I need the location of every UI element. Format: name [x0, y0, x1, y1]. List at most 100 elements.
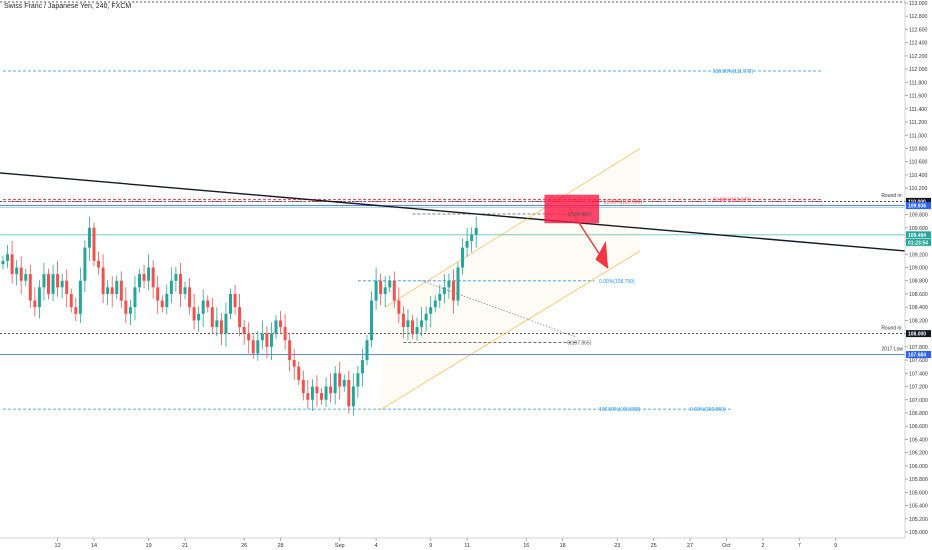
candle-bearish	[329, 373, 333, 403]
candle-body	[442, 287, 446, 294]
candle-body	[138, 274, 141, 288]
candle-bearish	[101, 254, 105, 304]
candle-bullish	[438, 284, 442, 308]
candle-body	[151, 267, 155, 288]
candle-body	[10, 254, 14, 275]
y-tick-label: 108.200	[909, 318, 928, 324]
candle-bullish	[42, 262, 46, 301]
y-tick-label: 110.200	[909, 186, 927, 192]
candle-bearish	[279, 311, 283, 335]
candle-body	[83, 247, 87, 281]
level-labels: 100.00%(111.972) 61.80%(110.029) 61.80%(10…	[567, 69, 903, 413]
candle-body	[142, 274, 146, 281]
y-tick-label: 108.400	[909, 305, 928, 311]
candle-body	[292, 360, 296, 367]
candle-body	[247, 333, 251, 341]
y-tick-label: 110.600	[909, 160, 927, 166]
candle-bearish	[306, 379, 310, 410]
x-tick-label: 12	[55, 543, 61, 549]
price-badge-bg	[906, 330, 931, 338]
candle-body	[388, 280, 392, 288]
candle-body	[301, 379, 305, 394]
candle-bullish	[474, 216, 478, 248]
candle-body	[133, 287, 137, 308]
candle-bullish	[269, 322, 273, 361]
candle-bearish	[192, 293, 196, 330]
price-badge-bg	[906, 197, 931, 205]
candle-bearish	[411, 315, 414, 339]
candle-bullish	[138, 268, 141, 293]
candle-body	[351, 386, 355, 407]
candle-bullish	[415, 317, 419, 341]
candle-body	[69, 293, 73, 308]
candle-bearish	[124, 287, 128, 324]
y-tick-label: 112.200	[909, 54, 927, 60]
candle-bullish	[37, 280, 41, 319]
candle-bullish	[174, 266, 178, 292]
y-tick-label: 106.200	[909, 451, 928, 457]
candle-body	[201, 300, 205, 314]
candle-bearish	[301, 370, 305, 401]
y-tick-label: 107.200	[909, 385, 928, 391]
x-tick-label: 18	[560, 543, 566, 549]
channel-lower-line	[380, 250, 641, 411]
y-tick-label: 111.000	[909, 133, 927, 139]
candle-bullish	[370, 291, 374, 348]
price-badge: 107.684	[906, 351, 931, 359]
candle-body	[288, 340, 292, 361]
candle-body	[360, 360, 364, 374]
candle-bullish	[51, 264, 55, 302]
candle-bearish	[206, 295, 210, 313]
candle-body	[74, 307, 78, 314]
y-tick-label: 111.400	[909, 107, 927, 113]
candle-body	[392, 280, 396, 301]
y-tick-label: 106.000	[909, 464, 928, 470]
candle-bearish	[315, 375, 319, 407]
fib-level-label: 61.80%(110.029)	[713, 197, 751, 203]
y-tick-label: 111.200	[909, 120, 927, 126]
candle-body	[306, 393, 310, 400]
candle-bearish	[28, 264, 32, 308]
candle-bullish	[133, 276, 137, 321]
candle-bearish	[97, 251, 101, 275]
x-tick-label: 19	[146, 543, 152, 549]
candle-bearish	[219, 313, 223, 345]
candle-bearish	[110, 276, 114, 308]
candle-bullish	[6, 245, 10, 269]
candle-bullish	[1, 255, 5, 270]
candle-body	[265, 333, 269, 347]
y-tick-label: 105.600	[909, 490, 928, 496]
candle-body	[447, 280, 451, 288]
candle-bullish	[147, 254, 151, 290]
candle-bearish	[338, 362, 342, 400]
candle-bullish	[470, 227, 474, 253]
candle-bullish	[465, 227, 469, 257]
candle-body	[156, 287, 160, 301]
candle-bearish	[247, 322, 251, 354]
candle-bullish	[197, 306, 201, 332]
candle-body	[210, 307, 214, 328]
candle-body	[97, 260, 101, 268]
price-badge-label: 107.684	[908, 353, 926, 359]
y-tick-label: 108.800	[909, 279, 928, 285]
candle-body	[297, 366, 301, 380]
sell-zone-box	[544, 194, 600, 224]
candle-bearish	[283, 313, 287, 350]
candle-bullish	[128, 299, 132, 326]
candle-body	[461, 247, 465, 268]
candle-body	[42, 274, 46, 288]
y-tick-label: 110.800	[909, 146, 927, 152]
candle-body	[169, 280, 173, 294]
candle-bullish	[442, 274, 446, 304]
candle-bearish	[288, 332, 292, 372]
candle-bearish	[242, 319, 246, 345]
candle-body	[379, 280, 383, 294]
y-tick-label: 110.400	[909, 173, 927, 179]
candle-bearish	[379, 273, 383, 306]
x-tick-label: 14	[91, 543, 97, 549]
x-tick-label: 28	[277, 543, 283, 549]
chart-title: Swiss Franc / Japanese Yen, 240, FXCM	[4, 3, 132, 10]
candle-bearish	[92, 222, 96, 267]
fib-level-label: 100.00%(106.858)	[599, 407, 640, 413]
